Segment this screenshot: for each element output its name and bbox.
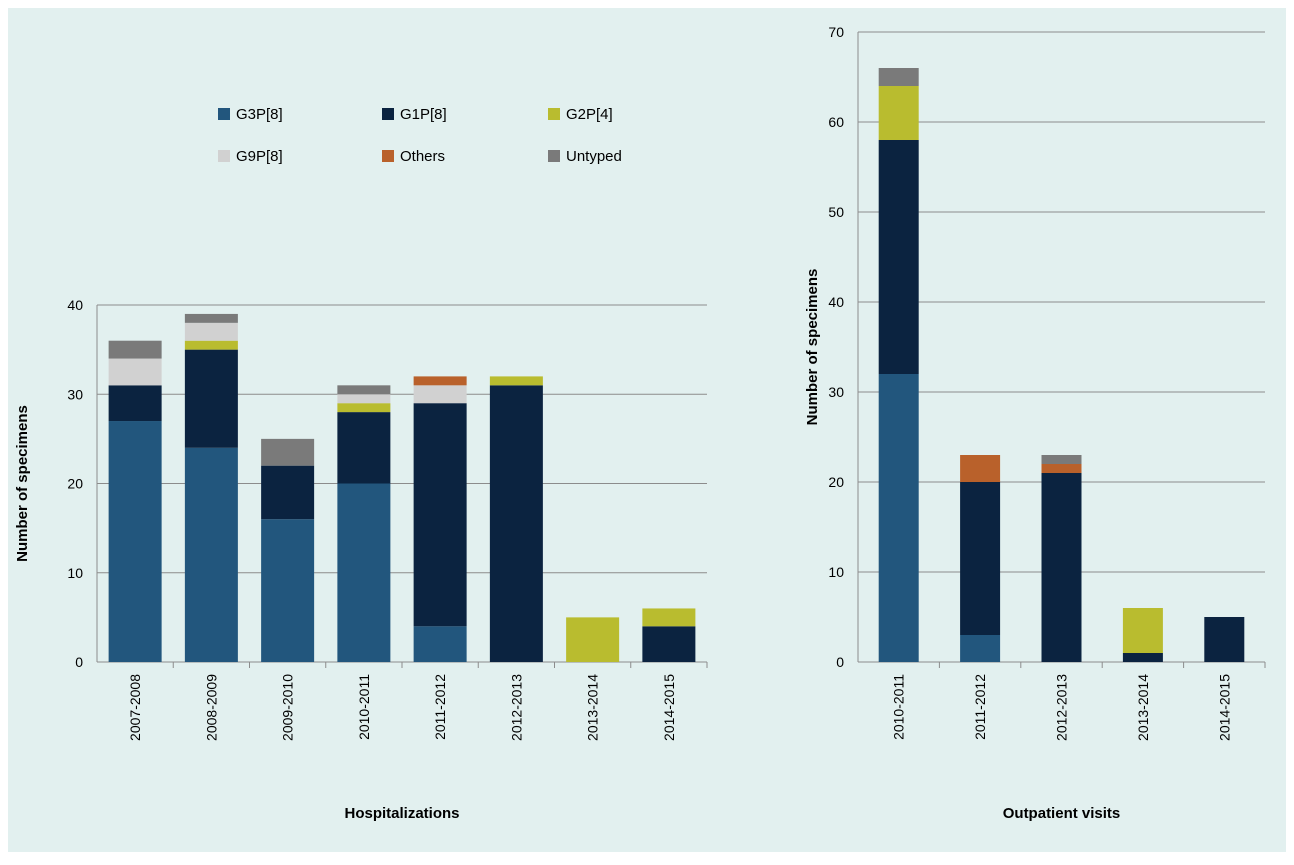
x-tick-label: 2008-2009 xyxy=(203,674,219,741)
bar-segment-untyped xyxy=(261,438,315,466)
x-tick-label: 2012-2013 xyxy=(508,674,524,741)
bar-segment-g2p4 xyxy=(1122,608,1163,653)
y-tick-label: 40 xyxy=(67,297,83,313)
bar-segment-g1p8 xyxy=(184,349,238,448)
legend-label: G3P[8] xyxy=(236,106,283,123)
legend-label: G1P[8] xyxy=(400,106,447,123)
y-axis-title: Number of specimens xyxy=(14,405,31,562)
bar-segment-g9p8 xyxy=(413,385,467,404)
legend-label: Untyped xyxy=(566,148,622,165)
y-tick-label: 50 xyxy=(828,204,844,220)
legend: G3P[8] G1P[8] G2P[4] G9P[8] Others Untyped xyxy=(218,106,622,165)
chart-hospitalizations: 0 10 20 30 40 2007-2008 2008-2009 2009-2010 2010… xyxy=(14,297,708,822)
bar-segment-untyped xyxy=(108,340,162,359)
y-tick-label: 20 xyxy=(67,476,83,492)
bar-segment-g3p8 xyxy=(184,447,238,662)
bar-segment-g1p8 xyxy=(413,403,467,627)
x-tick-label: 2013-2014 xyxy=(585,674,601,741)
bar-segment-g1p8 xyxy=(1041,473,1082,662)
y-tick-label: 60 xyxy=(828,114,844,130)
bar-segment-g1p8 xyxy=(261,465,315,520)
y-axis-title: Number of specimens xyxy=(804,269,821,426)
x-tick-label: 2014-2015 xyxy=(1216,674,1232,741)
bar-segment-untyped xyxy=(1041,455,1082,464)
bar-segment-g3p8 xyxy=(960,635,1001,662)
bar-segment-g1p8 xyxy=(337,412,391,484)
y-tick-label: 30 xyxy=(67,386,83,402)
legend-swatch-g3p8 xyxy=(218,108,230,120)
x-tick-label: 2007-2008 xyxy=(127,674,143,741)
y-tick-label: 0 xyxy=(836,654,844,670)
y-tick-label: 10 xyxy=(828,564,844,580)
bar-segment-untyped xyxy=(184,313,238,323)
legend-swatch-g1p8 xyxy=(382,108,394,120)
bar-segment-untyped xyxy=(337,385,391,395)
bar-segment-g2p4 xyxy=(642,608,696,627)
bar-segment-g2p4 xyxy=(489,376,543,386)
y-tick-label: 40 xyxy=(828,294,844,310)
legend-swatch-others xyxy=(382,150,394,162)
bar-segment-g3p8 xyxy=(337,483,391,662)
x-tick-label: 2014-2015 xyxy=(661,674,677,741)
bar-segment-others xyxy=(1041,464,1082,473)
bar-segment-g3p8 xyxy=(413,626,467,662)
bar-segment-g2p4 xyxy=(878,86,919,140)
bar-segment-g9p8 xyxy=(337,394,391,404)
bar-segment-g1p8 xyxy=(489,385,543,662)
x-axis-title: Outpatient visits xyxy=(1003,805,1121,822)
legend-swatch-g2p4 xyxy=(548,108,560,120)
x-tick-label: 2009-2010 xyxy=(280,674,296,741)
bar-segment-g1p8 xyxy=(878,140,919,374)
x-tick-label: 2010-2011 xyxy=(891,674,907,740)
x-tick-label: 2012-2013 xyxy=(1054,674,1070,741)
bar-segment-untyped xyxy=(878,68,919,86)
legend-label: G2P[4] xyxy=(566,106,613,123)
bar-segment-g2p4 xyxy=(566,617,620,662)
y-tick-label: 70 xyxy=(828,24,844,40)
bar-segment-g1p8 xyxy=(1204,617,1245,662)
y-tick-label: 20 xyxy=(828,474,844,490)
bar-segment-g1p8 xyxy=(1122,653,1163,662)
bar-segment-g1p8 xyxy=(642,626,696,662)
legend-swatch-g9p8 xyxy=(218,150,230,162)
x-tick-label: 2011-2012 xyxy=(432,674,448,740)
bar-segment-g1p8 xyxy=(108,385,162,422)
legend-label: G9P[8] xyxy=(236,148,283,165)
y-tick-label: 10 xyxy=(67,565,83,581)
bar-segment-others xyxy=(960,455,1001,482)
legend-swatch-untyped xyxy=(548,150,560,162)
bar-segment-g1p8 xyxy=(960,482,1001,635)
bar-segment-g2p4 xyxy=(184,340,238,350)
bar-segment-g9p8 xyxy=(184,322,238,341)
y-tick-label: 0 xyxy=(75,654,83,670)
x-tick-label: 2011-2012 xyxy=(972,674,988,740)
legend-label: Others xyxy=(400,148,445,165)
chart-outpatient: 0 10 20 30 40 50 60 70 2010-2011 2011-2012 2012-20… xyxy=(804,24,1266,822)
x-tick-label: 2010-2011 xyxy=(356,674,372,740)
x-tick-label: 2013-2014 xyxy=(1135,674,1151,741)
bar-segment-g3p8 xyxy=(108,421,162,662)
bar-segment-others xyxy=(413,376,467,386)
bar-segment-g9p8 xyxy=(108,358,162,386)
bar-segment-g3p8 xyxy=(878,374,919,662)
y-tick-label: 30 xyxy=(828,384,844,400)
bar-segment-g2p4 xyxy=(337,403,391,413)
x-axis-title: Hospitalizations xyxy=(344,805,459,822)
bar-segment-g3p8 xyxy=(261,519,315,662)
